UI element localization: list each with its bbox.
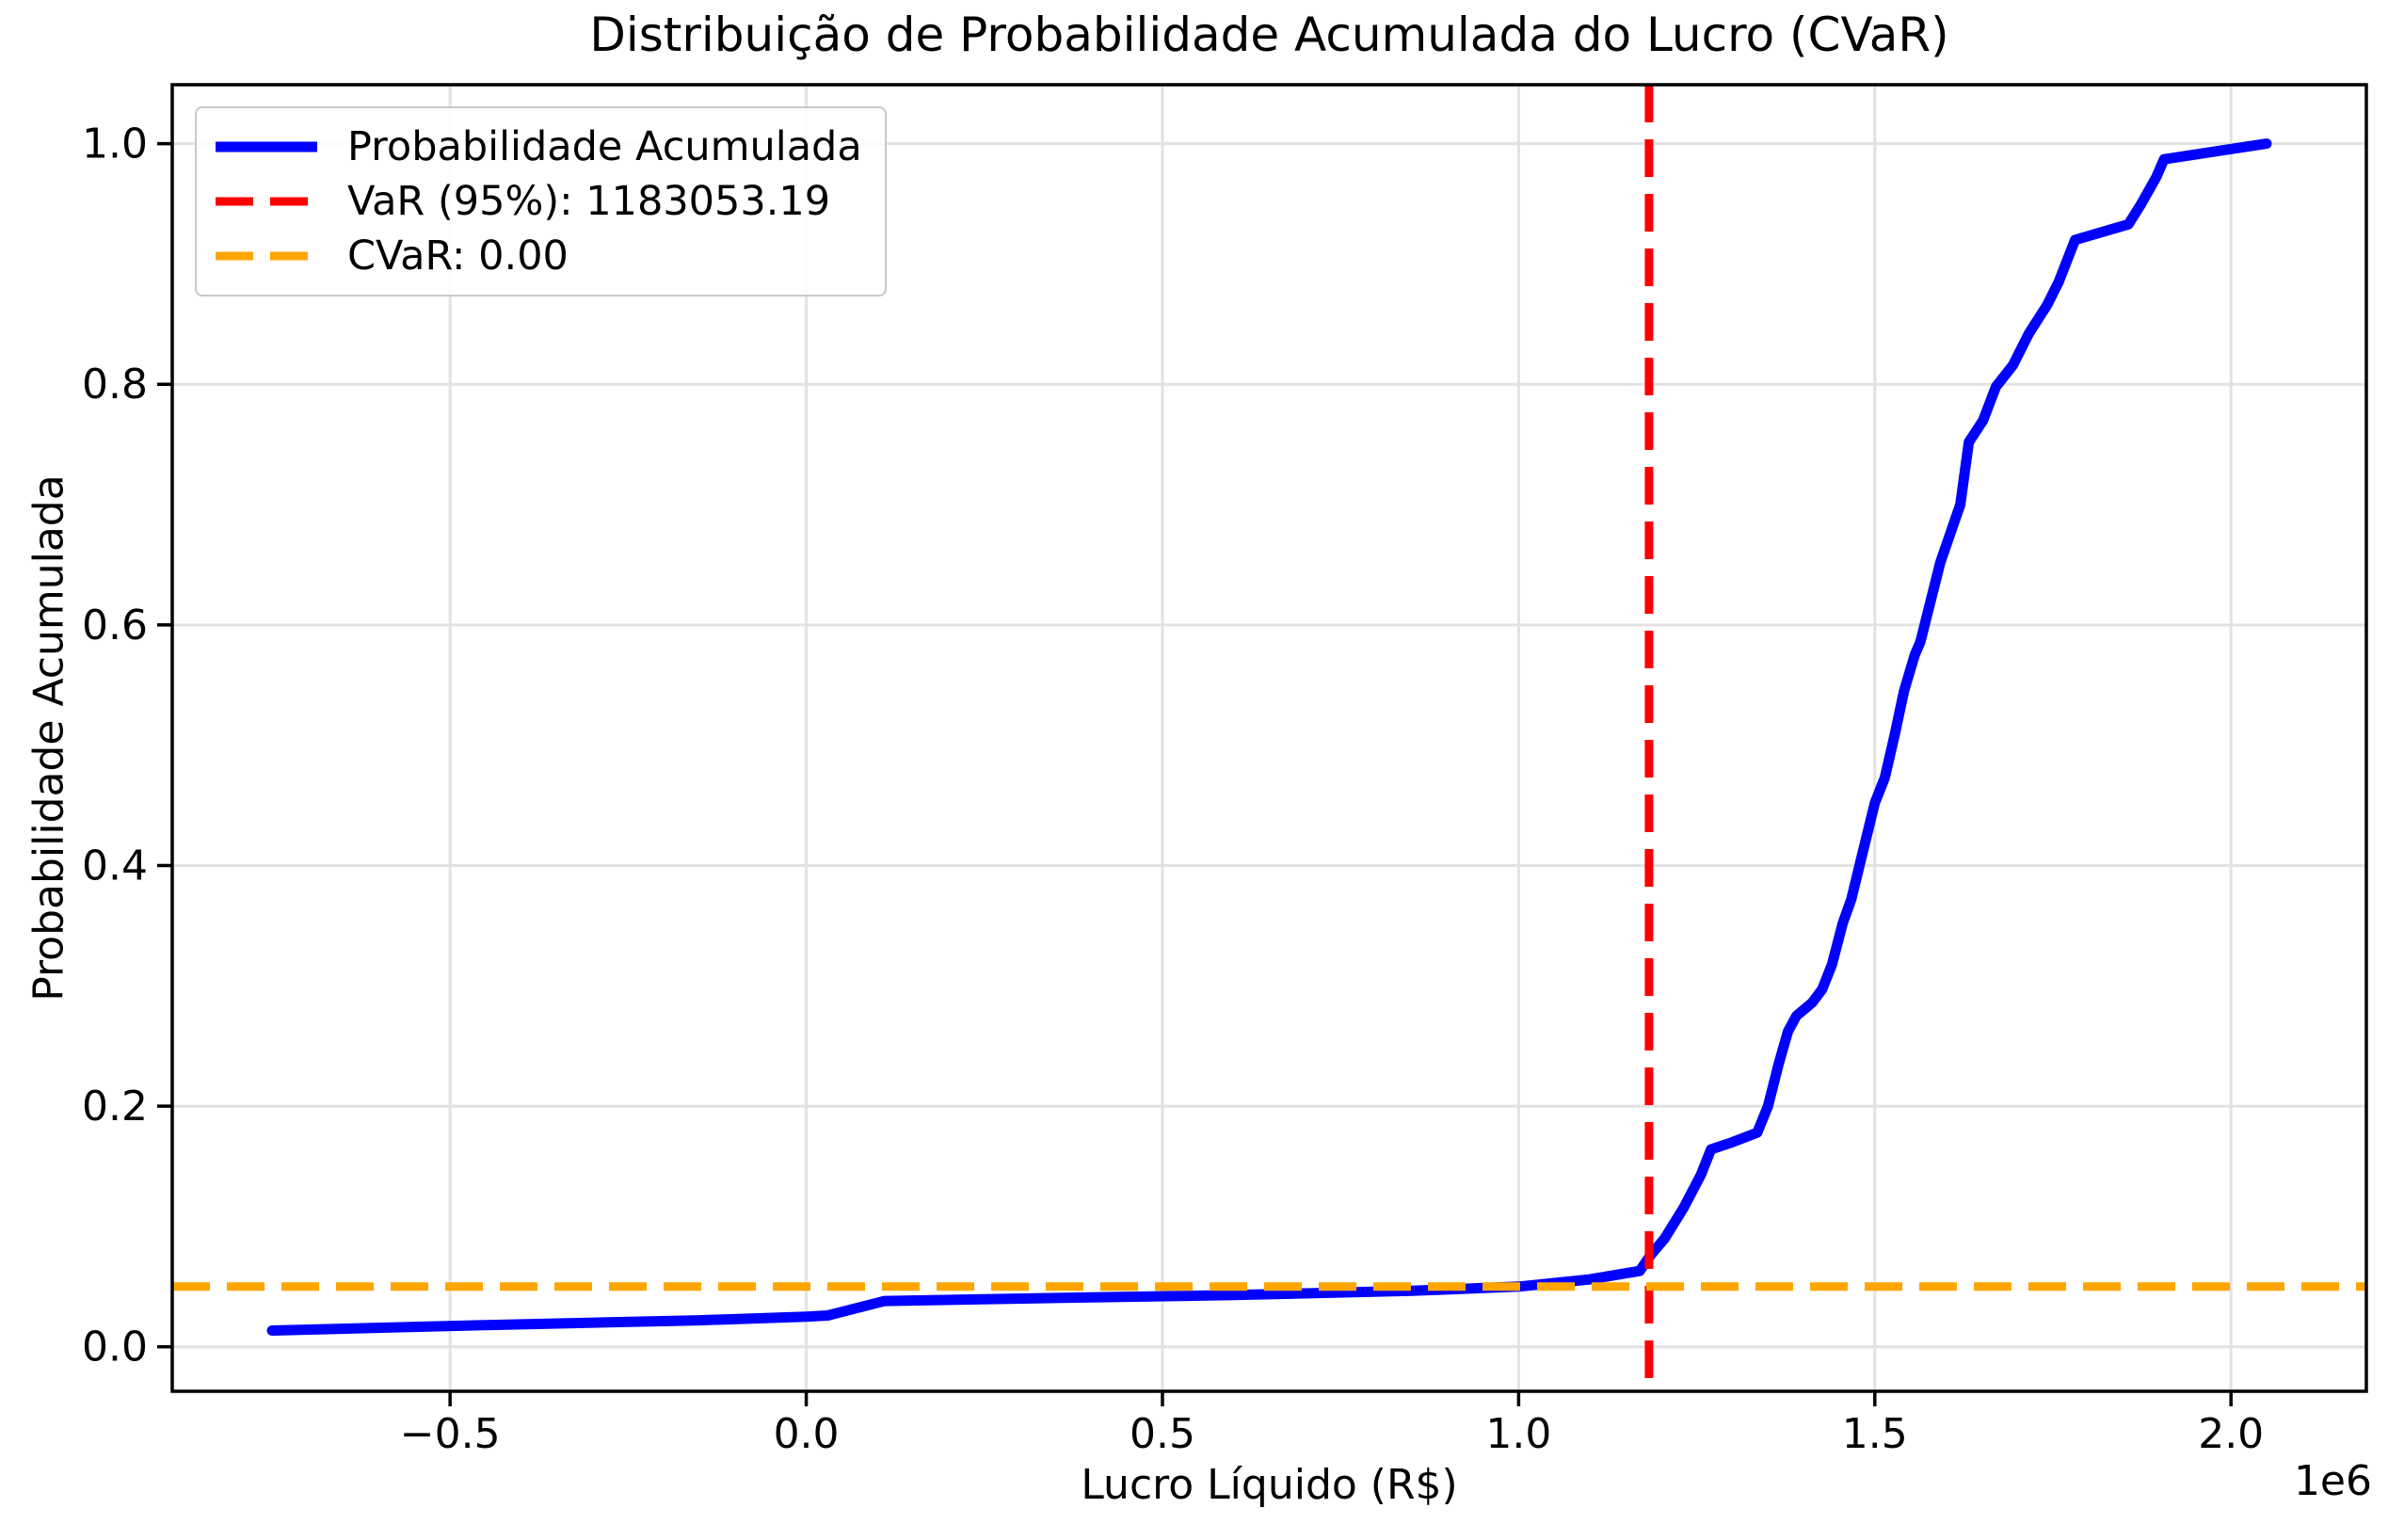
x-tick-label: −0.5 [400,1410,501,1458]
legend: Probabilidade Acumulada VaR (95%): 11830… [195,106,887,297]
legend-item-cumulative-probability: Probabilidade Acumulada [214,120,862,174]
legend-item-cvar: CVaR: 0.00 [214,229,862,283]
y-tick-label: 1.0 [82,120,148,168]
y-tick-label: 0.2 [82,1083,148,1131]
cumulative-probability-line [266,138,2272,1336]
legend-swatch-dashed-line [216,197,317,206]
legend-swatch-solid-line [216,141,317,152]
x-tick-label: 0.0 [774,1410,840,1458]
y-axis-label: Probabilidade Acumulada [24,474,73,1002]
legend-item-var: VaR (95%): 1183053.19 [214,174,862,229]
y-tick-label: 0.8 [82,361,148,409]
x-axis-label: Lucro Líquido (R$) [1081,1461,1458,1509]
y-tick-label: 0.6 [82,602,148,650]
legend-label-var: VaR (95%): 1183053.19 [347,178,831,225]
legend-label-cvar: CVaR: 0.00 [347,233,569,280]
y-tick-label: 0.0 [82,1323,148,1372]
plot-border [170,83,2368,1393]
legend-label-cumulative-probability: Probabilidade Acumulada [347,123,862,170]
x-tick-label: 2.0 [2198,1410,2264,1458]
chart-title: Distribuição de Probabilidade Acumulada … [589,8,1949,62]
x-tick-label: 0.5 [1130,1410,1195,1458]
y-tick-label: 0.4 [82,842,148,890]
x-axis-offset-label: 1e6 [2293,1457,2372,1505]
x-tick-label: 1.5 [1842,1410,1908,1458]
x-tick-label: 1.0 [1485,1410,1551,1458]
legend-swatch-dashed-line [216,251,317,261]
